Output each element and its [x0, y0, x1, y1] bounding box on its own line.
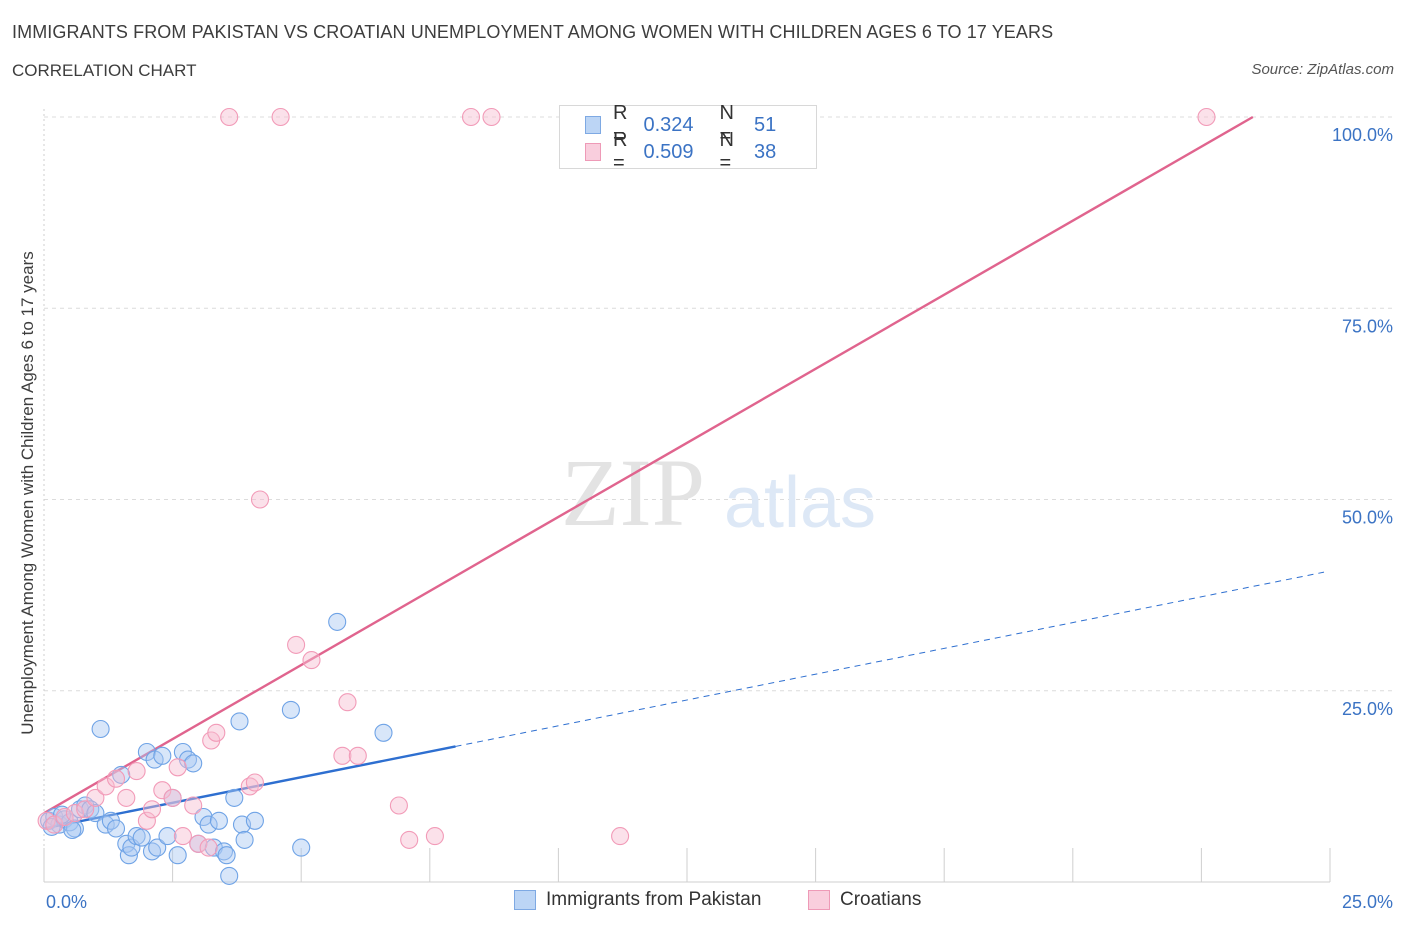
point-croatians — [106, 769, 126, 788]
point-croatians — [338, 693, 357, 712]
x-tick-label: 0.0% — [46, 892, 87, 912]
point-croatians — [333, 746, 352, 765]
y-tick-label: 100.0% — [1332, 125, 1393, 145]
point-croatians — [153, 781, 172, 800]
point-pakistan — [137, 742, 156, 762]
point-pakistan — [42, 817, 61, 836]
point-croatians — [86, 788, 105, 807]
point-pakistan — [374, 723, 393, 742]
bottom-legend-swatch-pakistan — [514, 890, 536, 910]
legend-n-value: 38 — [754, 140, 777, 163]
point-pakistan — [86, 804, 105, 823]
point-croatians — [65, 804, 84, 823]
point-croatians — [137, 811, 156, 830]
point-pakistan — [217, 846, 236, 865]
point-pakistan — [184, 754, 203, 773]
legend-row-croatians: R = 0.509 N = 38 — [585, 129, 816, 174]
chart-subtitle: CORRELATION CHART — [12, 61, 197, 80]
chart-title: IMMIGRANTS FROM PAKISTAN VS CROATIAN UNE… — [12, 22, 1054, 42]
point-croatians — [1197, 107, 1216, 127]
point-croatians — [168, 758, 187, 777]
y-axis-label: Unemployment Among Women with Children A… — [18, 251, 37, 735]
grid-lines — [43, 109, 1392, 883]
point-croatians — [127, 762, 146, 781]
y-tick-label: 75.0% — [1342, 316, 1393, 336]
source-credit: Source: ZipAtlas.com — [1251, 61, 1394, 78]
point-croatians — [189, 834, 208, 853]
legend-r-label: R = — [612, 129, 628, 174]
point-croatians — [207, 723, 226, 742]
legend-r-value: 0.324 — [643, 113, 694, 136]
bottom-legend-label-pakistan: Immigrants from Pakistan — [546, 889, 762, 910]
watermark: ZIP atlas — [561, 439, 876, 546]
point-pakistan — [245, 811, 264, 830]
point-croatians — [173, 827, 192, 846]
point-pakistan — [292, 838, 311, 857]
point-croatians — [302, 651, 321, 670]
trend-line-croatians — [43, 115, 1254, 815]
point-croatians — [76, 800, 95, 819]
point-croatians — [271, 107, 290, 127]
point-pakistan — [153, 746, 172, 765]
legend-n-label: N = — [719, 129, 734, 174]
y-tick-label: 25.0% — [1342, 699, 1393, 719]
point-croatians — [96, 777, 115, 796]
point-croatians — [461, 107, 481, 127]
data-points — [37, 107, 1216, 885]
point-pakistan — [225, 788, 244, 807]
point-croatians — [250, 490, 270, 509]
axis-ticks: 100.0% 75.0% 50.0% 25.0% 0.0% 25.0% — [46, 125, 1393, 912]
legend-r-value: 0.509 — [643, 140, 694, 163]
legend-swatch-croatians — [585, 143, 601, 161]
point-pakistan — [91, 719, 110, 739]
point-croatians — [220, 107, 239, 127]
watermark-atlas: atlas — [724, 463, 876, 543]
point-croatians — [400, 830, 419, 849]
trend-lines — [43, 115, 1325, 830]
point-croatians — [142, 800, 162, 819]
x-tick-label: 25.0% — [1342, 892, 1393, 912]
point-croatians — [425, 827, 444, 846]
trend-line-pakistan — [43, 745, 456, 830]
correlation-legend: R = 0.324 N = 51 R = 0.509 N = 38 — [559, 102, 817, 174]
point-croatians — [287, 635, 306, 654]
legend-n-value: 51 — [754, 113, 777, 136]
point-pakistan — [132, 828, 151, 847]
point-croatians — [389, 796, 408, 815]
legend-n-label: N = — [719, 102, 734, 147]
point-pakistan — [106, 819, 126, 838]
bottom-legend-pakistan: Immigrants from Pakistan — [514, 889, 761, 911]
legend-swatch-pakistan — [585, 116, 601, 134]
watermark-zip: ZIP — [561, 439, 705, 546]
y-tick-label: 50.0% — [1342, 508, 1393, 528]
point-pakistan — [209, 811, 228, 830]
point-pakistan — [235, 830, 254, 849]
point-pakistan — [220, 866, 239, 885]
point-croatians — [117, 788, 136, 807]
point-pakistan — [158, 827, 177, 846]
bottom-legend-swatch-croatians — [808, 890, 830, 910]
point-croatians — [45, 815, 64, 834]
trend-line-pakistan-projection — [455, 571, 1325, 747]
point-croatians — [184, 796, 203, 815]
point-croatians — [245, 773, 264, 792]
point-pakistan — [168, 846, 187, 865]
point-pakistan — [230, 712, 249, 731]
point-croatians — [55, 807, 74, 827]
point-pakistan — [148, 838, 167, 857]
legend-row-pakistan: R = 0.324 N = 51 — [585, 102, 816, 147]
point-pakistan — [199, 815, 218, 834]
point-croatians — [199, 838, 218, 857]
bottom-legend-label-croatians: Croatians — [840, 889, 922, 910]
point-croatians — [611, 827, 630, 846]
legend-r-label: R = — [612, 102, 628, 147]
point-croatians — [163, 788, 182, 807]
point-croatians — [482, 107, 501, 127]
point-pakistan — [281, 700, 300, 719]
point-pakistan — [328, 612, 347, 631]
point-croatians — [348, 746, 367, 765]
bottom-legend-croatians: Croatians — [808, 889, 921, 911]
